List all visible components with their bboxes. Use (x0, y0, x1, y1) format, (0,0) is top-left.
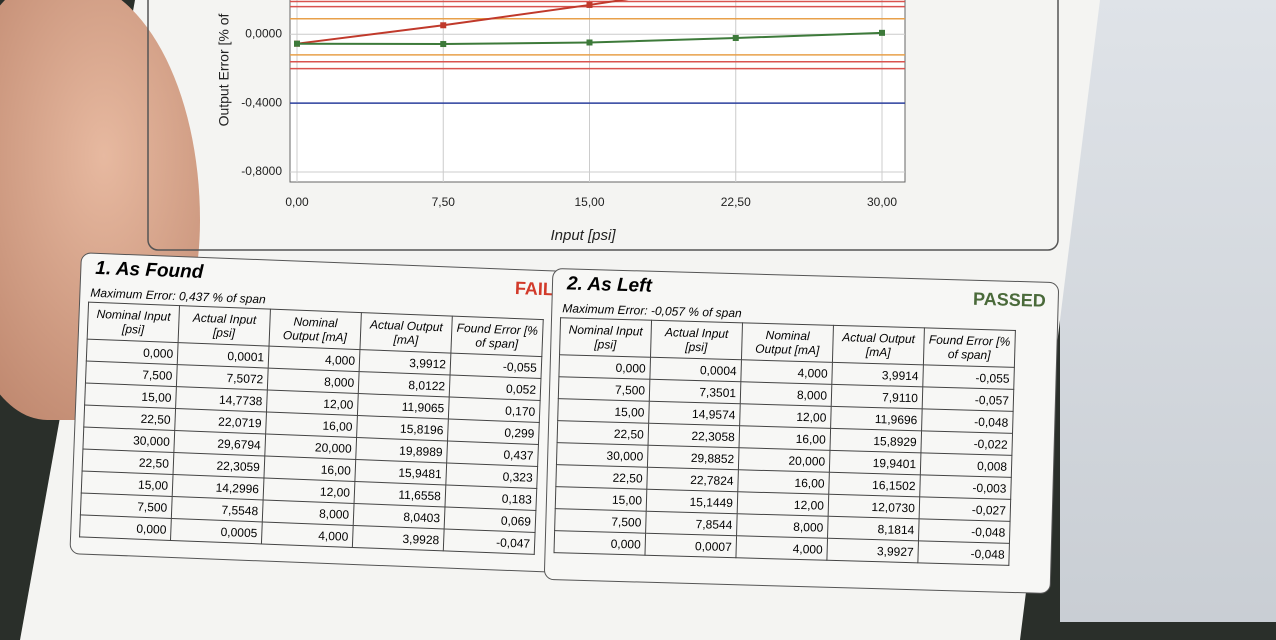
table-cell: -0,022 (920, 430, 1013, 456)
column-header: Nominal Input [psi] (559, 317, 652, 358)
table-cell: 8,1814 (827, 516, 920, 541)
panel-title: 1. As Found (94, 257, 204, 283)
table-cell: 0,000 (79, 514, 172, 541)
table-cell: 0,0005 (170, 518, 263, 544)
column-header: Nominal Output [mA] (741, 322, 834, 363)
table-cell: 0,0004 (649, 357, 742, 382)
x-tick-label: 30,00 (867, 195, 897, 209)
point (294, 40, 300, 47)
point (440, 41, 447, 48)
table-cell: -0,048 (917, 540, 1010, 566)
table-cell: 19,9401 (829, 450, 921, 475)
column-header: Actual Input [psi] (650, 320, 743, 360)
y-tick-label: -0,8000 (241, 164, 282, 178)
table-cell: 15,1449 (646, 489, 738, 514)
table-cell: 15,8929 (829, 428, 922, 453)
plot-area (289, 0, 906, 183)
table-cell: 4,000 (740, 359, 833, 385)
table-cell: -0,048 (921, 408, 1014, 434)
table-cell: 11,9696 (830, 406, 923, 431)
table-cell: 3,9928 (352, 525, 445, 551)
table-cell: 0,008 (920, 452, 1012, 478)
table-cell: 20,000 (738, 447, 830, 473)
results-table: Nominal Input [psi] Actual Input [psi] Nom… (79, 302, 544, 555)
table-cell: 12,00 (739, 403, 832, 429)
table-cell: 0,000 (558, 354, 651, 380)
table-cell: 22,3058 (648, 423, 740, 448)
x-tick-label: 15,00 (574, 195, 604, 209)
table-cell: 8,000 (736, 513, 829, 539)
table-cell: 7,9110 (831, 384, 923, 409)
table-cell: 3,9914 (831, 362, 924, 387)
point (440, 22, 447, 29)
table-cell: 12,00 (737, 491, 829, 517)
table-cell: 7,8544 (645, 511, 738, 536)
table-cell: 30,000 (556, 442, 649, 468)
x-tick-label: 0,00 (285, 195, 309, 209)
x-axis-label: Input [psi] (550, 227, 616, 244)
table-cell: 14,9574 (648, 401, 741, 426)
as-found-panel: 1. As Found FAILED Maximum Error: 0,437 … (69, 252, 593, 574)
point (879, 29, 885, 36)
y-tick-label: -0,4000 (241, 95, 282, 109)
status: PASSED (972, 288, 1047, 311)
table-cell: 29,8852 (647, 445, 740, 470)
table-cell: 4,000 (261, 521, 354, 548)
y-tick-label: 0,0000 (245, 26, 282, 40)
table-cell: 7,500 (554, 508, 647, 534)
table-cell: 3,9927 (826, 538, 919, 563)
column-header: Actual Input [psi] (178, 305, 271, 347)
point (586, 1, 593, 8)
table-cell: -0,047 (443, 528, 536, 555)
monitor-background (1060, 0, 1276, 622)
table-cell: 7,3501 (649, 379, 741, 404)
column-header: Actual Output [mA] (359, 312, 453, 354)
table-cell: 12,0730 (828, 494, 920, 519)
series-line (296, 0, 629, 45)
table-cell: 7,500 (558, 376, 650, 402)
x-tick-label: 7,50 (432, 195, 456, 209)
table-cell: -0,027 (919, 496, 1011, 522)
table-cell: 15,00 (555, 486, 647, 512)
table-cell: 16,1502 (828, 472, 921, 497)
table-cell: 4,000 (735, 535, 828, 561)
column-header: Found Error [% of span] (450, 316, 544, 357)
table-cell: 0,0007 (644, 533, 737, 558)
table-cell: 16,00 (737, 469, 830, 495)
point (586, 39, 593, 46)
column-header: Found Error [% of span] (923, 327, 1016, 368)
column-header: Nominal Input [psi] (87, 302, 180, 343)
as-left-panel: 2. As Left PASSED Maximum Error: -0,057 … (543, 267, 1060, 595)
table-cell: 16,00 (739, 425, 831, 451)
table-cell: -0,003 (919, 474, 1012, 500)
column-header: Actual Output [mA] (832, 325, 925, 365)
table-cell: 22,50 (557, 420, 649, 446)
chart-frame (147, 0, 1059, 251)
table-cell: 15,00 (557, 398, 650, 424)
results-table: Nominal Input [psi] Actual Input [psi] Nom… (553, 317, 1016, 566)
table-cell: -0,055 (922, 364, 1015, 390)
table-cell: 0,000 (554, 530, 646, 556)
panel-title: 2. As Left (566, 273, 653, 297)
table-cell: -0,057 (922, 386, 1014, 412)
table-cell: 22,7824 (646, 467, 739, 492)
table-cell: 8,000 (740, 381, 832, 407)
column-header: Nominal Output [mA] (269, 309, 362, 350)
point (732, 35, 739, 42)
x-tick-label: 22,50 (721, 195, 751, 209)
y-axis-label: Output Error [% of (216, 13, 232, 126)
table-cell: -0,048 (918, 518, 1011, 544)
table-cell: 22,50 (555, 464, 648, 490)
chart: Output Error [% of Input [psi] 0,00 7,50 1… (147, 0, 1059, 251)
